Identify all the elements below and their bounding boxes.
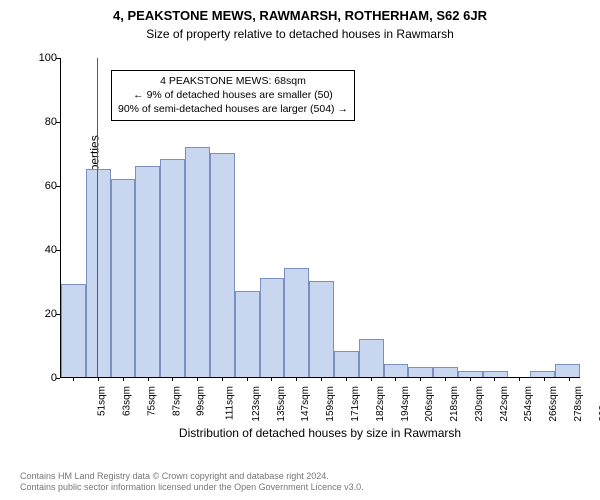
histogram-bar [284, 268, 309, 377]
x-tick-mark [569, 377, 570, 381]
x-tick-label: 278sqm [573, 386, 584, 422]
footer-line-2: Contains public sector information licen… [20, 482, 364, 494]
x-tick-mark [247, 377, 248, 381]
x-tick-mark [494, 377, 495, 381]
annotation-box: 4 PEAKSTONE MEWS: 68sqm← 9% of detached … [111, 70, 355, 121]
y-tick-label: 100 [35, 52, 57, 64]
histogram-bar [235, 291, 260, 377]
x-tick-mark [445, 377, 446, 381]
x-tick-mark [222, 377, 223, 381]
histogram-bar [185, 147, 210, 377]
footer-attribution: Contains HM Land Registry data © Crown c… [20, 471, 364, 494]
page-title: 4, PEAKSTONE MEWS, RAWMARSH, ROTHERHAM, … [0, 0, 600, 23]
y-tick-mark [56, 378, 60, 379]
x-tick-label: 123sqm [251, 386, 262, 422]
histogram-bar [61, 284, 86, 377]
y-tick-label: 40 [35, 244, 57, 256]
x-tick-mark [73, 377, 74, 381]
x-tick-mark [470, 377, 471, 381]
histogram-bar [260, 278, 285, 377]
x-tick-mark [346, 377, 347, 381]
annotation-line: 90% of semi-detached houses are larger (… [118, 102, 348, 116]
y-tick-label: 0 [35, 372, 57, 384]
x-tick-mark [148, 377, 149, 381]
histogram-bar [334, 351, 359, 377]
histogram-bar [135, 166, 160, 377]
x-tick-label: 171sqm [350, 386, 361, 422]
x-tick-mark [98, 377, 99, 381]
x-tick-mark [123, 377, 124, 381]
y-tick-label: 60 [35, 180, 57, 192]
x-tick-mark [420, 377, 421, 381]
histogram-bar [384, 364, 409, 377]
x-tick-mark [519, 377, 520, 381]
x-tick-label: 147sqm [301, 386, 312, 422]
x-tick-mark [395, 377, 396, 381]
x-tick-label: 99sqm [196, 386, 207, 416]
x-tick-label: 230sqm [474, 386, 485, 422]
x-tick-label: 254sqm [523, 386, 534, 422]
x-tick-label: 159sqm [325, 386, 336, 422]
x-tick-mark [371, 377, 372, 381]
property-marker-line [97, 58, 98, 377]
histogram-bar [86, 169, 111, 377]
histogram-bar [555, 364, 580, 377]
x-tick-label: 51sqm [97, 386, 108, 416]
x-tick-mark [296, 377, 297, 381]
x-tick-label: 194sqm [400, 386, 411, 422]
histogram-bar [210, 153, 235, 377]
plot-area: 4 PEAKSTONE MEWS: 68sqm← 9% of detached … [60, 58, 580, 378]
x-tick-label: 218sqm [449, 386, 460, 422]
histogram-bar [359, 339, 384, 377]
x-tick-label: 182sqm [375, 386, 386, 422]
histogram-bar [408, 367, 433, 377]
histogram-bar [309, 281, 334, 377]
x-tick-label: 87sqm [171, 386, 182, 416]
histogram-chart: Number of detached properties 0 20 40 60 80 1… [0, 48, 600, 428]
x-tick-mark [197, 377, 198, 381]
x-tick-label: 266sqm [548, 386, 559, 422]
histogram-bar [160, 159, 185, 377]
footer-line-1: Contains HM Land Registry data © Crown c… [20, 471, 364, 483]
annotation-line: 4 PEAKSTONE MEWS: 68sqm [118, 74, 348, 88]
x-tick-label: 242sqm [499, 386, 510, 422]
histogram-bar [530, 371, 555, 377]
x-tick-mark [172, 377, 173, 381]
x-tick-mark [544, 377, 545, 381]
x-tick-label: 75sqm [146, 386, 157, 416]
annotation-line: ← 9% of detached houses are smaller (50) [118, 88, 348, 102]
histogram-bar [433, 367, 458, 377]
x-tick-label: 63sqm [122, 386, 133, 416]
x-tick-label: 206sqm [424, 386, 435, 422]
y-axis-label-container: Number of detached properties [12, 58, 26, 378]
chart-subtitle: Size of property relative to detached ho… [0, 23, 600, 41]
x-tick-mark [271, 377, 272, 381]
x-tick-label: 111sqm [225, 386, 236, 420]
histogram-bar [111, 179, 136, 377]
y-tick-label: 20 [35, 308, 57, 320]
y-tick-label: 80 [35, 116, 57, 128]
x-tick-label: 135sqm [276, 386, 287, 422]
x-tick-mark [321, 377, 322, 381]
